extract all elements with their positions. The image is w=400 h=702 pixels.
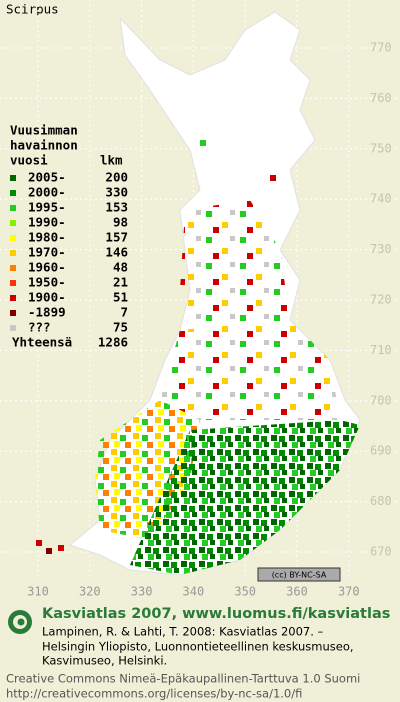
legend-label: 1900- (28, 290, 66, 305)
legend-column-count: lkm (100, 153, 123, 168)
legend-heading: havainnon (10, 138, 78, 153)
observation-area (180, 200, 290, 330)
legend-swatch (10, 175, 16, 181)
legend-swatch (10, 280, 16, 286)
legend-label: 2005- (28, 170, 66, 185)
legend-swatch (10, 310, 16, 316)
legend-count: 21 (113, 275, 128, 290)
grid-label-y: 680 (370, 494, 392, 508)
grid-label-y: 690 (370, 444, 392, 458)
legend-count: 157 (105, 230, 128, 245)
citation-line: Lampinen, R. & Lahti, T. 2008: Kasviatla… (42, 625, 324, 639)
legend-column-year: vuosi (10, 153, 48, 168)
grid-label-y: 730 (370, 242, 392, 256)
legend-label: -1899 (28, 305, 66, 320)
grid-label-x: 360 (286, 585, 308, 599)
legend-label: ??? (28, 320, 51, 335)
legend-swatch (10, 235, 16, 241)
legend-total: 1286 (98, 335, 128, 350)
grid-label-x: 310 (27, 585, 49, 599)
legend-swatch (10, 265, 16, 271)
grid-label-y: 750 (370, 141, 392, 155)
grid-label-x: 330 (131, 585, 153, 599)
license-badge-box (257, 567, 341, 582)
site-title: Kasviatlas 2007, www.luomus.fi/kasviatla… (42, 606, 390, 622)
observation-dot (200, 140, 206, 146)
legend-label: 1980- (28, 230, 66, 245)
legend-heading: Vuusimman (10, 123, 78, 138)
grid-label-y: 720 (370, 293, 392, 307)
legend: Vuusimman havainnon vuosi lkm 2005- 200 20… (10, 123, 128, 350)
license-line: Creative Commons Nimeä-Epäkaupallinen-Ta… (6, 672, 360, 686)
grid-label-x: 320 (79, 585, 101, 599)
grid-label-x: 370 (338, 585, 360, 599)
observation-dot (46, 548, 52, 554)
citation-line: Helsingin Yliopisto, Luonnontieteellinen… (42, 640, 354, 654)
observation-area (130, 420, 360, 575)
legend-label: 1990- (28, 215, 66, 230)
grid-label-x: 350 (234, 585, 256, 599)
legend-swatch (10, 250, 16, 256)
grid-label-y: 760 (370, 91, 392, 105)
grid-label-x: 340 (183, 585, 205, 599)
legend-count: 75 (113, 320, 128, 335)
grid-label-y: 670 (370, 545, 392, 559)
observation-area (95, 400, 200, 540)
grid-label-y: 770 (370, 41, 392, 55)
grid-label-y: 740 (370, 192, 392, 206)
legend-count: 48 (113, 260, 128, 275)
observation-area (160, 320, 340, 420)
grid-label-y: 700 (370, 393, 392, 407)
legend-count: 146 (105, 245, 128, 260)
legend-count: 7 (120, 305, 128, 320)
legend-label: 1995- (28, 200, 66, 215)
logo (8, 610, 32, 634)
title: Scirpus (6, 2, 59, 17)
citation-line: Kasvimuseo, Helsinki. (42, 654, 167, 668)
legend-total-label: Yhteensä (12, 335, 72, 350)
legend-count: 51 (113, 290, 128, 305)
observation-dot (270, 175, 276, 181)
legend-swatch (10, 295, 16, 301)
legend-label: 1960- (28, 260, 66, 275)
legend-count: 330 (105, 185, 128, 200)
legend-label: 2000- (28, 185, 66, 200)
legend-count: 98 (113, 215, 128, 230)
observation-dot (36, 540, 42, 546)
legend-swatch (10, 190, 16, 196)
legend-count: 153 (105, 200, 128, 215)
license-badge: (cc) BY-NC-SA (272, 571, 327, 580)
legend-swatch (10, 220, 16, 226)
legend-count: 200 (105, 170, 128, 185)
observation-dot (58, 545, 64, 551)
legend-label: 1970- (28, 245, 66, 260)
legend-swatch (10, 205, 16, 211)
license-line: http://creativecommons.org/licenses/by-n… (6, 687, 302, 701)
legend-label: 1950- (28, 275, 66, 290)
legend-swatch (10, 325, 16, 331)
grid-label-y: 710 (370, 343, 392, 357)
